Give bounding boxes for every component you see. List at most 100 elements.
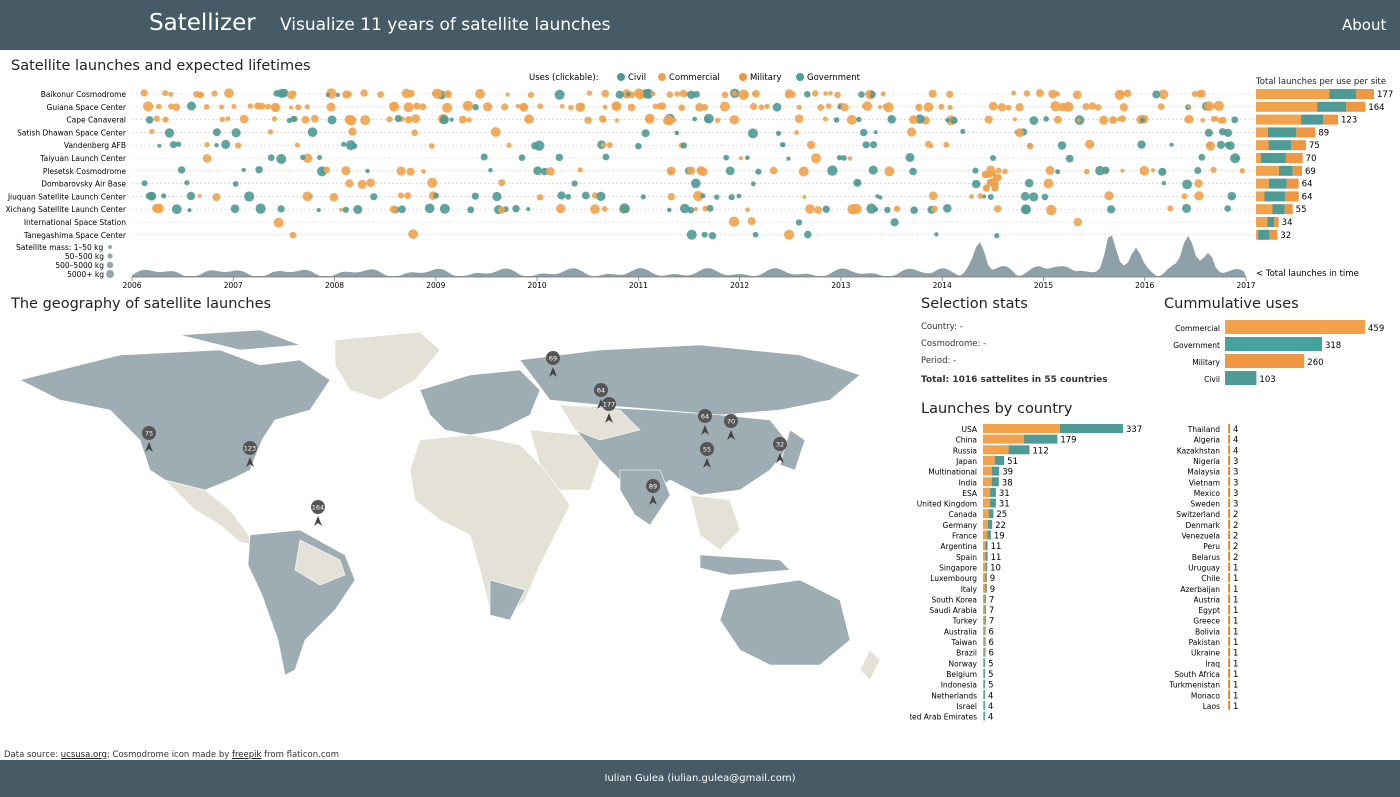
launch-dot[interactable] (1205, 141, 1216, 151)
country-bar-commercial[interactable] (1228, 562, 1230, 572)
launch-dot[interactable] (601, 206, 608, 212)
launch-dot[interactable] (982, 184, 990, 192)
launch-dot[interactable] (490, 127, 501, 137)
launch-dot[interactable] (1194, 191, 1204, 201)
launch-dot[interactable] (1024, 178, 1034, 188)
country-bar-civil[interactable] (1229, 605, 1230, 615)
launch-dot[interactable] (644, 113, 655, 124)
launch-dot[interactable] (947, 104, 953, 110)
country-bar-commercial[interactable] (1228, 647, 1230, 657)
country-bar-commercial[interactable] (983, 466, 992, 476)
launch-dot[interactable] (731, 90, 738, 97)
launch-dot[interactable] (1085, 139, 1095, 149)
country-bar-commercial[interactable] (983, 626, 985, 636)
launch-dot[interactable] (969, 194, 974, 200)
country-bar-civil[interactable] (1229, 455, 1230, 465)
country-label[interactable]: Algeria (1194, 436, 1220, 445)
site-bar-civil[interactable] (1279, 165, 1293, 176)
launch-dot[interactable] (695, 102, 704, 112)
country-label[interactable]: Australia (944, 627, 977, 636)
legend-dot-commercial[interactable] (658, 73, 666, 81)
country-label[interactable]: Luxembourg (930, 574, 977, 583)
launch-dot[interactable] (441, 116, 447, 122)
country-bar-civil[interactable] (1229, 424, 1230, 433)
country-bar-civil[interactable] (990, 487, 996, 497)
launch-dot[interactable] (846, 114, 857, 125)
launch-dot[interactable] (265, 103, 271, 110)
country-bar-commercial[interactable] (983, 509, 989, 519)
launch-dot[interactable] (300, 154, 306, 160)
launch-dot[interactable] (244, 191, 255, 202)
launch-dot[interactable] (802, 195, 807, 199)
launch-dot[interactable] (795, 219, 803, 226)
launch-dot[interactable] (634, 88, 644, 98)
country-bar-civil[interactable] (1229, 562, 1230, 572)
legend-commercial[interactable]: Commercial (669, 73, 720, 83)
launch-dot[interactable] (143, 101, 154, 112)
launch-dot[interactable] (706, 204, 714, 212)
country-bar-civil[interactable] (1229, 466, 1230, 476)
country-label[interactable]: Argentina (940, 542, 977, 551)
launch-dot[interactable] (680, 142, 688, 149)
launch-dot[interactable] (1230, 153, 1241, 164)
launch-dot[interactable] (1123, 89, 1132, 98)
launch-dot[interactable] (515, 103, 521, 109)
launch-dot[interactable] (1107, 205, 1116, 214)
launch-dot[interactable] (1139, 117, 1146, 123)
launch-dot[interactable] (1161, 181, 1167, 186)
launch-dot[interactable] (772, 102, 782, 112)
country-bar-commercial[interactable] (1228, 679, 1230, 689)
launch-dot[interactable] (869, 141, 878, 149)
country-bar-civil[interactable] (1229, 658, 1230, 668)
launch-dot[interactable] (1204, 101, 1214, 112)
launch-dot[interactable] (339, 207, 343, 212)
launch-dot[interactable] (1011, 90, 1016, 96)
site-bar-civil[interactable] (1268, 178, 1287, 189)
country-bar-commercial[interactable] (1228, 583, 1230, 593)
launch-dot[interactable] (1099, 115, 1109, 125)
country-bar-civil[interactable] (1229, 647, 1230, 657)
launch-dot[interactable] (524, 114, 534, 124)
site-label[interactable]: Plesetsk Cosmodrome (43, 167, 127, 176)
launch-dot[interactable] (728, 194, 735, 201)
launch-dot[interactable] (424, 203, 435, 214)
country-bar-civil[interactable] (991, 466, 1000, 476)
launch-dot[interactable] (680, 203, 690, 214)
launch-dot[interactable] (601, 89, 609, 98)
launch-dot[interactable] (987, 194, 994, 200)
launch-dot[interactable] (360, 115, 371, 126)
launch-dot[interactable] (614, 118, 620, 123)
launch-dot[interactable] (554, 89, 565, 100)
country-bar-commercial[interactable] (1228, 466, 1230, 476)
site-bar-military[interactable] (1356, 89, 1374, 99)
country-bar-civil[interactable] (985, 541, 988, 551)
launch-dot[interactable] (687, 90, 696, 100)
launch-dot[interactable] (162, 116, 169, 123)
launch-dot[interactable] (687, 206, 695, 214)
launch-dot[interactable] (512, 205, 520, 213)
launch-dot[interactable] (1072, 90, 1082, 100)
country-bar-civil[interactable] (984, 690, 985, 700)
launch-dot[interactable] (602, 104, 608, 110)
launch-dot[interactable] (335, 92, 340, 98)
country-bar-civil[interactable] (984, 711, 985, 721)
country-bar-civil[interactable] (1229, 583, 1230, 593)
launch-dot[interactable] (506, 142, 512, 148)
launch-dot[interactable] (805, 204, 815, 214)
site-label[interactable]: Baikonur Cosmodrome (41, 90, 127, 99)
launch-dot[interactable] (1152, 90, 1161, 99)
source-link[interactable]: ucsusa.org (60, 750, 107, 760)
launch-dot[interactable] (600, 142, 606, 148)
launch-dot[interactable] (171, 204, 182, 215)
country-label[interactable]: Austria (1194, 595, 1221, 604)
launch-dot[interactable] (804, 230, 812, 239)
launch-dot[interactable] (665, 115, 675, 126)
launch-dot[interactable] (329, 192, 339, 202)
use-label[interactable]: Military (1192, 358, 1220, 367)
launch-dot[interactable] (221, 139, 231, 149)
country-label[interactable]: Japan (955, 457, 977, 466)
launch-dot[interactable] (147, 191, 156, 200)
site-bar-military[interactable] (1285, 191, 1299, 202)
country-bar-commercial[interactable] (1228, 551, 1230, 561)
launch-dot[interactable] (1020, 191, 1030, 201)
